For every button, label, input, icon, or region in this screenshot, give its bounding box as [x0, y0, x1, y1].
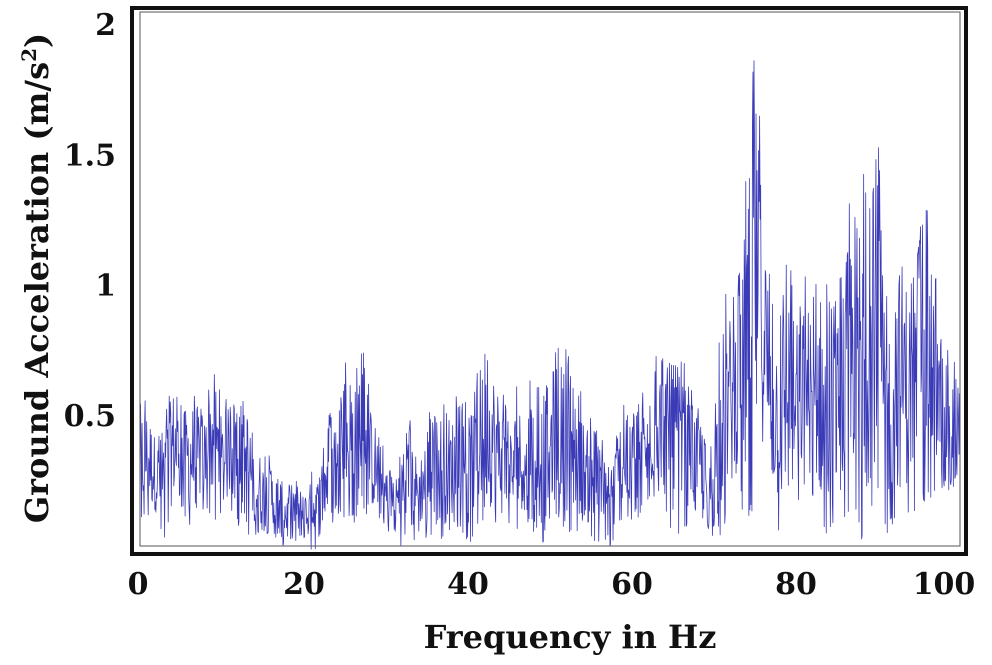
- series-line: [139, 60, 961, 550]
- y-tick-labels: 0.5 1 1.5 2: [64, 8, 116, 434]
- y-tick-label: 1: [95, 269, 116, 304]
- outer-frame: [130, 6, 968, 556]
- y-axis-label: Ground Acceleration (m/s2): [17, 33, 56, 523]
- y-tick-label: 2: [95, 8, 116, 43]
- inner-frame: [139, 11, 961, 547]
- y-axis-label-close: ): [18, 33, 56, 48]
- plot-frame: [130, 6, 968, 556]
- y-tick-label: 1.5: [64, 138, 116, 173]
- y-axis-label-main: Ground Acceleration (m/s: [18, 62, 56, 523]
- x-tick-label: 40: [447, 567, 489, 602]
- x-tick-label: 80: [775, 567, 817, 602]
- x-tick-labels: 0 20 40 60 80 100: [128, 567, 976, 602]
- y-axis-label-superscript: 2: [17, 48, 41, 62]
- x-tick-label: 100: [913, 567, 976, 602]
- x-tick-label: 20: [283, 567, 325, 602]
- signal-line-layer: [139, 60, 961, 550]
- x-tick-label: 0: [128, 567, 149, 602]
- x-tick-label: 60: [611, 567, 653, 602]
- x-axis-label: Frequency in Hz: [424, 618, 717, 656]
- y-tick-label: 0.5: [64, 399, 116, 434]
